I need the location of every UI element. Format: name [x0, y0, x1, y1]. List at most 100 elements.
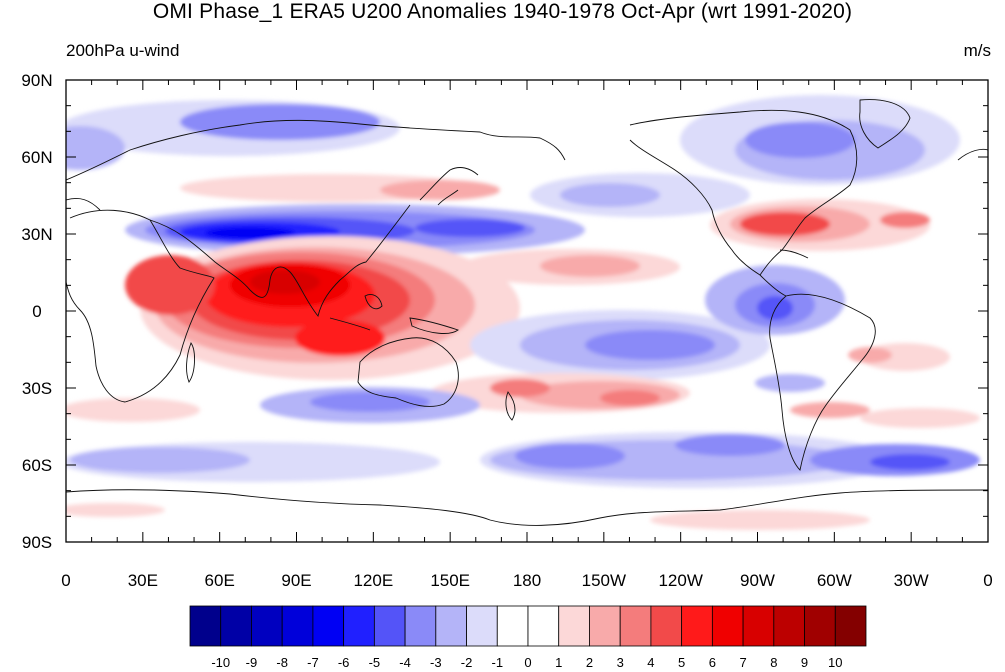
- colorbar-label: -2: [461, 655, 473, 670]
- x-tick-label: 0: [61, 571, 70, 590]
- units-label: m/s: [963, 41, 991, 60]
- colorbar-label: -3: [430, 655, 442, 670]
- southern-ocean-negative: [515, 443, 625, 469]
- colorbar-swatch: [589, 605, 621, 647]
- colorbar-label: 7: [739, 655, 746, 670]
- south-asia-coast: [149, 204, 411, 317]
- chart-title: OMI Phase_1 ERA5 U200 Anomalies 1940-197…: [152, 0, 853, 23]
- colorbar-label: -10: [211, 655, 230, 670]
- x-tick-label: 30E: [128, 571, 158, 590]
- weak-negative-region: [66, 126, 125, 170]
- southern-ocean-negative: [675, 434, 785, 456]
- colorbar-label: -7: [307, 655, 319, 670]
- negative-region: [745, 122, 855, 158]
- colorbar-swatch: [804, 605, 836, 647]
- new-guinea-coast: [409, 317, 459, 334]
- colorbar-label: 8: [770, 655, 777, 670]
- colorbar-swatch: [681, 605, 713, 647]
- weak-positive-region: [650, 510, 870, 530]
- y-tick-label: 90S: [22, 533, 52, 552]
- y-tick-label: 0: [32, 302, 41, 321]
- axis-ticks: 0 30E 60E 90E 120E 150E 180 150W 120W 90W 60W 30W 09…: [21, 71, 992, 590]
- southern-ocean-negative: [70, 447, 250, 473]
- colorbar-swatch: [650, 605, 683, 647]
- variable-label: 200hPa u-wind: [66, 41, 180, 60]
- colorbar-label: 6: [709, 655, 716, 670]
- colorbar-swatch: [189, 605, 222, 647]
- colorbar-label: 2: [586, 655, 593, 670]
- north-atlantic-positive: [740, 212, 830, 236]
- colorbar-label: -8: [276, 655, 288, 670]
- indo-pacific-positive: [295, 320, 385, 356]
- colorbar-swatch: [527, 605, 560, 647]
- y-tick-label: 30N: [21, 225, 52, 244]
- colorbar-swatch: [312, 605, 345, 647]
- x-tick-label: 150W: [582, 571, 626, 590]
- colorbar-swatch: [220, 605, 252, 647]
- mediterranean-coast: [66, 198, 101, 211]
- tropical-east-pacific-negative: [585, 330, 715, 360]
- south-pacific-positive: [490, 379, 550, 397]
- positive-region: [848, 347, 892, 363]
- x-tick-label: 90E: [281, 571, 311, 590]
- indo-pacific-positive: [250, 270, 320, 294]
- greenland-coast: [859, 99, 911, 149]
- antarctica-coast: [66, 489, 988, 526]
- colorbar-swatch: [558, 605, 590, 647]
- colorbar-swatch: [773, 605, 805, 647]
- x-tick-label: 30W: [894, 571, 929, 590]
- caribbean-coast: [779, 249, 809, 259]
- colorbar-label: 10: [828, 655, 842, 670]
- africa-coast: [66, 209, 215, 403]
- new-zealand-coast: [505, 391, 516, 421]
- positive-region: [540, 255, 640, 277]
- east-asia-coast: [419, 167, 479, 201]
- colorbar-swatch: [281, 605, 314, 647]
- x-tick-label: 90W: [740, 571, 775, 590]
- central-america-negative: [757, 296, 793, 320]
- eurasia-north-coast: [66, 119, 566, 181]
- anomaly-field: [66, 95, 988, 530]
- madagascar-coast: [186, 342, 195, 383]
- positive-region: [380, 180, 500, 200]
- colorbar-swatch: [834, 605, 867, 647]
- y-tick-label: 90N: [21, 71, 52, 90]
- positive-region: [790, 402, 870, 418]
- japan-coast: [437, 189, 459, 206]
- north-america-coast: [629, 109, 858, 276]
- colorbar-label: 3: [617, 655, 624, 670]
- pacific-jet-negative: [415, 219, 525, 237]
- sumatra-java-coast: [329, 317, 371, 331]
- southern-ocean-negative: [870, 454, 950, 470]
- colorbar-label: 1: [555, 655, 562, 670]
- x-tick-label: 0: [983, 571, 992, 590]
- negative-region: [755, 374, 825, 392]
- colorbar-swatch: [466, 605, 498, 647]
- colorbar-swatch: [711, 605, 744, 647]
- colorbar-swatch: [373, 605, 406, 647]
- x-tick-label: 60E: [205, 571, 235, 590]
- central-america-coast: [759, 274, 787, 297]
- asian-jet-negative: [205, 227, 295, 239]
- colorbar-label: -1: [491, 655, 503, 670]
- y-tick-label: 60N: [21, 148, 52, 167]
- australia-coast: [357, 337, 459, 407]
- colorbar: -10 -9 -8 -7 -6 -5 -4 -3 -2 -1 0 1 2 3 4 5 6 7 8 9 10: [189, 605, 867, 670]
- colorbar-swatch: [619, 605, 652, 647]
- x-tick-label: 120E: [353, 571, 393, 590]
- colorbar-label: 5: [678, 655, 685, 670]
- colorbar-swatch: [404, 605, 437, 647]
- weak-positive-region: [66, 398, 200, 422]
- indo-pacific-positive: [125, 255, 215, 315]
- colorbar-swatch: [742, 605, 775, 647]
- north-atlantic-positive: [880, 212, 930, 228]
- colorbar-swatch: [435, 605, 467, 647]
- borneo-coast: [364, 294, 383, 310]
- x-tick-label: 180: [513, 571, 541, 590]
- colorbar-swatch: [343, 605, 375, 647]
- weak-positive-region: [860, 408, 980, 428]
- southern-midlatitude-negative: [310, 392, 430, 412]
- colorbar-label: -9: [246, 655, 258, 670]
- south-pacific-positive: [600, 390, 660, 406]
